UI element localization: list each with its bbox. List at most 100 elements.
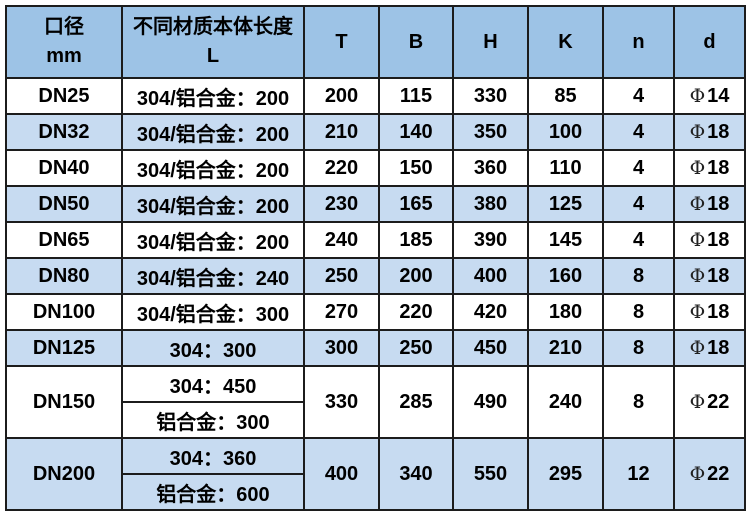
cell-B: 140 [378,113,454,151]
cell-T: 250 [303,257,380,295]
header-col-K: K [527,5,604,79]
header-col-d: d [673,5,746,79]
cell-d: Φ 18 [673,221,746,259]
cell-length: 304/铝合金：300 [121,293,305,331]
d-value: 14 [707,84,730,107]
cell-B: 185 [378,221,454,259]
table-row: DN50 304/铝合金：200 230 165 380 125 4 Φ 18 [5,185,746,223]
cell-H: 400 [452,257,529,295]
cell-B: 165 [378,185,454,223]
table-row: DN65 304/铝合金：200 240 185 390 145 4 Φ 18 [5,221,746,259]
cell-K: 145 [527,221,604,259]
phi-symbol: Φ [689,192,706,215]
phi-symbol: Φ [689,390,706,413]
header-row: 口径 mm 不同材质本体长度 L T B H K n d [5,5,746,79]
cell-length: 304/铝合金：200 [121,77,305,115]
header-length-line1: 不同材质本体长度 [133,16,293,38]
cell-T: 210 [303,113,380,151]
table-row: DN40 304/铝合金：200 220 150 360 110 4 Φ 18 [5,149,746,187]
cell-d: Φ 18 [673,329,746,367]
phi-symbol: Φ [689,264,706,287]
cell-K: 210 [527,329,604,367]
d-value: 18 [707,192,730,215]
table-row: DN150 304：450 330 285 490 240 8 Φ 22 [5,365,746,439]
cell-diameter: DN50 [5,185,123,223]
cell-n: 4 [602,113,675,151]
cell-n: 8 [602,365,675,439]
cell-length: 304：300 [121,329,305,367]
d-value: 18 [707,228,730,251]
header-col-n: n [602,5,675,79]
d-value: 18 [707,300,730,323]
cell-length: 304/铝合金：200 [121,221,305,259]
cell-d: Φ 22 [673,437,746,511]
table-row: DN25 304/铝合金：200 200 115 330 85 4 Φ 14 [5,77,746,115]
table-row: DN125 304：300 300 250 450 210 8 Φ 18 [5,329,746,367]
cell-diameter: DN40 [5,149,123,187]
cell-H: 490 [452,365,529,439]
table-body: DN25 304/铝合金：200 200 115 330 85 4 Φ 14 DN32 304/铝合… [5,77,746,511]
cell-T: 330 [303,365,380,439]
cell-d: Φ 22 [673,365,746,439]
cell-H: 330 [452,77,529,115]
header-diameter: 口径 mm [5,5,123,79]
cell-length-sub: 铝合金：600 [121,473,305,511]
cell-diameter: DN32 [5,113,123,151]
cell-n: 4 [602,149,675,187]
phi-symbol: Φ [689,84,706,107]
table-header: 口径 mm 不同材质本体长度 L T B H K n d [5,5,746,79]
header-diameter-line2: mm [46,45,82,67]
cell-B: 220 [378,293,454,331]
cell-n: 4 [602,185,675,223]
header-length-line2: L [206,45,220,67]
cell-B: 340 [378,437,454,511]
cell-diameter: DN100 [5,293,123,331]
cell-diameter: DN125 [5,329,123,367]
cell-n: 4 [602,77,675,115]
cell-n: 8 [602,293,675,331]
cell-n: 8 [602,329,675,367]
cell-length: 304/铝合金：200 [121,113,305,151]
cell-T: 270 [303,293,380,331]
cell-K: 240 [527,365,604,439]
cell-diameter: DN65 [5,221,123,259]
cell-K: 180 [527,293,604,331]
table-row: DN32 304/铝合金：200 210 140 350 100 4 Φ 18 [5,113,746,151]
d-value: 18 [707,120,730,143]
cell-length: 304/铝合金：200 [121,149,305,187]
cell-K: 85 [527,77,604,115]
table-row: 铝合金：300 [6,401,745,439]
cell-H: 380 [452,185,529,223]
cell-d: Φ 18 [673,113,746,151]
cell-T: 400 [303,437,380,511]
cell-K: 110 [527,149,604,187]
cell-B: 250 [378,329,454,367]
cell-length-sub: 铝合金：300 [121,401,305,439]
header-length: 不同材质本体长度 L [121,5,305,79]
cell-H: 450 [452,329,529,367]
cell-T: 200 [303,77,380,115]
cell-length: 304：450 [121,365,305,403]
cell-n: 8 [602,257,675,295]
cell-length: 304/铝合金：200 [121,185,305,223]
cell-length: 304/铝合金：240 [121,257,305,295]
table-row: DN80 304/铝合金：240 250 200 400 160 8 Φ 18 [5,257,746,295]
phi-symbol: Φ [689,300,706,323]
cell-H: 420 [452,293,529,331]
header-col-T: T [303,5,380,79]
phi-symbol: Φ [689,156,706,179]
cell-n: 12 [602,437,675,511]
cell-d: Φ 18 [673,149,746,187]
cell-H: 550 [452,437,529,511]
phi-symbol: Φ [689,228,706,251]
cell-d: Φ 18 [673,293,746,331]
cell-diameter: DN200 [5,437,123,511]
cell-T: 240 [303,221,380,259]
header-diameter-line1: 口径 [44,16,84,38]
cell-T: 230 [303,185,380,223]
cell-K: 160 [527,257,604,295]
d-value: 18 [707,336,730,359]
cell-H: 350 [452,113,529,151]
cell-H: 360 [452,149,529,187]
